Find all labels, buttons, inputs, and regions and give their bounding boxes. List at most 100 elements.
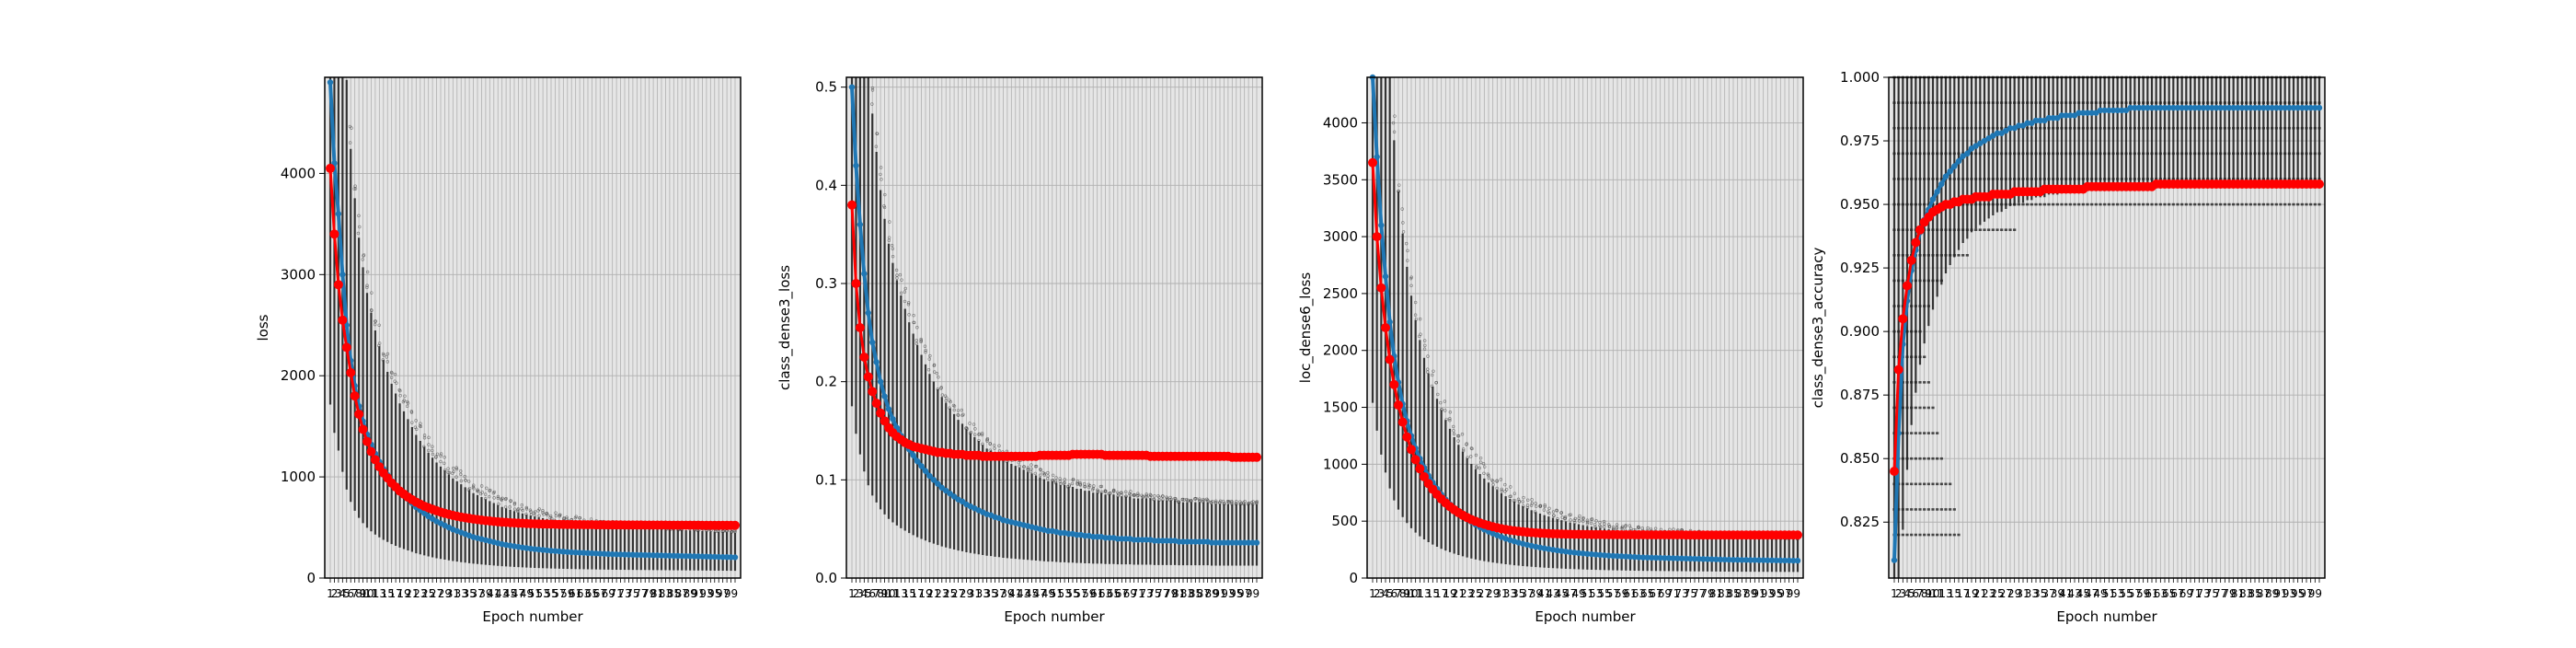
- level-marker: [2094, 178, 2098, 180]
- level-marker: [1918, 482, 1922, 486]
- level-marker: [2313, 178, 2317, 180]
- level-marker: [1987, 178, 1991, 180]
- outlier-point: [373, 322, 377, 327]
- level-marker: [1910, 330, 1914, 333]
- outlier-point: [1223, 502, 1226, 505]
- outlier-point: [1443, 409, 1447, 412]
- validation-series-point: [1402, 432, 1412, 442]
- train-series-point: [613, 551, 620, 558]
- validation-series-point: [1420, 471, 1429, 481]
- outlier-point: [1478, 456, 1483, 460]
- outlier-point: [1509, 485, 1512, 489]
- x-tick-label: 21: [1973, 587, 1987, 600]
- level-marker: [2111, 202, 2115, 206]
- level-marker: [2300, 202, 2304, 206]
- level-marker: [2099, 178, 2102, 180]
- level-marker: [2137, 126, 2141, 130]
- level-marker: [2210, 178, 2214, 180]
- x-tick-label: 95: [1229, 587, 1243, 600]
- level-marker: [2129, 101, 2133, 104]
- outlier-point: [1235, 500, 1238, 503]
- outlier-point: [1470, 446, 1474, 451]
- level-marker: [2042, 101, 2046, 104]
- train-series-point: [2273, 104, 2280, 111]
- outlier-point: [926, 367, 931, 372]
- x-tick-label: 67: [2170, 587, 2184, 600]
- level-marker: [1910, 381, 1914, 384]
- x-tick-label: 5: [1386, 587, 1394, 600]
- x-tick-label: 99: [1787, 587, 1800, 600]
- outlier-point: [1026, 468, 1030, 471]
- x-tick-label: 87: [675, 587, 689, 600]
- level-marker: [2261, 202, 2265, 206]
- level-marker: [1918, 152, 1922, 156]
- x-tick-label: 17: [1434, 587, 1448, 600]
- outlier-point: [1461, 447, 1466, 451]
- level-marker: [2193, 101, 2197, 104]
- x-tick-label: 63: [2154, 587, 2168, 600]
- outlier-point: [1512, 499, 1517, 503]
- train-series-point: [1985, 135, 1992, 142]
- level-marker: [1910, 126, 1914, 130]
- level-marker: [1944, 508, 1948, 511]
- level-marker: [2300, 152, 2304, 156]
- level-marker: [1944, 253, 1948, 257]
- train-series-point: [938, 484, 945, 492]
- train-series-point: [1382, 273, 1389, 280]
- train-series-point: [2213, 104, 2220, 111]
- validation-series-point: [871, 399, 881, 409]
- level-marker: [1901, 457, 1904, 460]
- outlier-point: [427, 443, 431, 446]
- train-series-point: [1082, 532, 1088, 539]
- outlier-point: [1640, 526, 1644, 530]
- outlier-point: [443, 469, 447, 472]
- x-tick-label: 8: [877, 587, 884, 600]
- level-marker: [1957, 253, 1961, 257]
- x-tick-label: 93: [699, 587, 713, 600]
- outlier-point: [1517, 500, 1522, 503]
- train-series-point: [2029, 120, 2035, 126]
- level-marker: [2099, 202, 2102, 206]
- train-series-point: [1610, 552, 1616, 560]
- train-series-point: [2217, 104, 2224, 111]
- outlier-point: [1051, 473, 1055, 478]
- outlier-point: [1526, 498, 1530, 503]
- x-tick-label: 17: [388, 587, 402, 600]
- outlier-point: [988, 448, 993, 452]
- level-marker: [2287, 178, 2291, 180]
- level-marker: [2180, 152, 2184, 156]
- outlier-point: [944, 399, 948, 403]
- outlier-point: [554, 514, 558, 518]
- outlier-point: [1198, 497, 1202, 501]
- outlier-point: [906, 303, 911, 307]
- train-series-point: [2148, 104, 2156, 111]
- outlier-point: [365, 285, 369, 290]
- outlier-point: [935, 371, 939, 376]
- level-marker: [2042, 178, 2046, 180]
- x-tick-label: 13: [373, 587, 386, 600]
- outlier-point: [358, 225, 362, 229]
- outlier-point: [937, 375, 940, 379]
- level-marker: [2030, 178, 2033, 180]
- x-tick-label: 93: [2283, 587, 2296, 600]
- outlier-point: [927, 357, 931, 361]
- train-series-point: [1119, 536, 1125, 542]
- level-marker: [1918, 178, 1922, 180]
- outlier-point: [1173, 496, 1177, 501]
- outlier-point: [1578, 514, 1581, 518]
- train-series-point: [2235, 104, 2241, 111]
- level-marker: [1905, 355, 1909, 359]
- y-tick-label: 0.900: [1840, 323, 1880, 340]
- level-marker: [1910, 457, 1914, 460]
- train-series-point: [1947, 168, 1953, 175]
- train-series-point: [1752, 557, 1758, 563]
- train-series-point: [1942, 173, 1949, 179]
- y-tick-label: 4000: [1323, 114, 1358, 131]
- x-tick-label: 73: [1139, 587, 1153, 600]
- level-marker: [1923, 432, 1926, 434]
- x-tick-label: 33: [2025, 587, 2039, 600]
- x-tick-label: 57: [1074, 587, 1087, 600]
- level-marker: [2184, 152, 2188, 156]
- x-tick-label: 97: [1237, 587, 1251, 600]
- x-tick-label: 61: [569, 587, 582, 600]
